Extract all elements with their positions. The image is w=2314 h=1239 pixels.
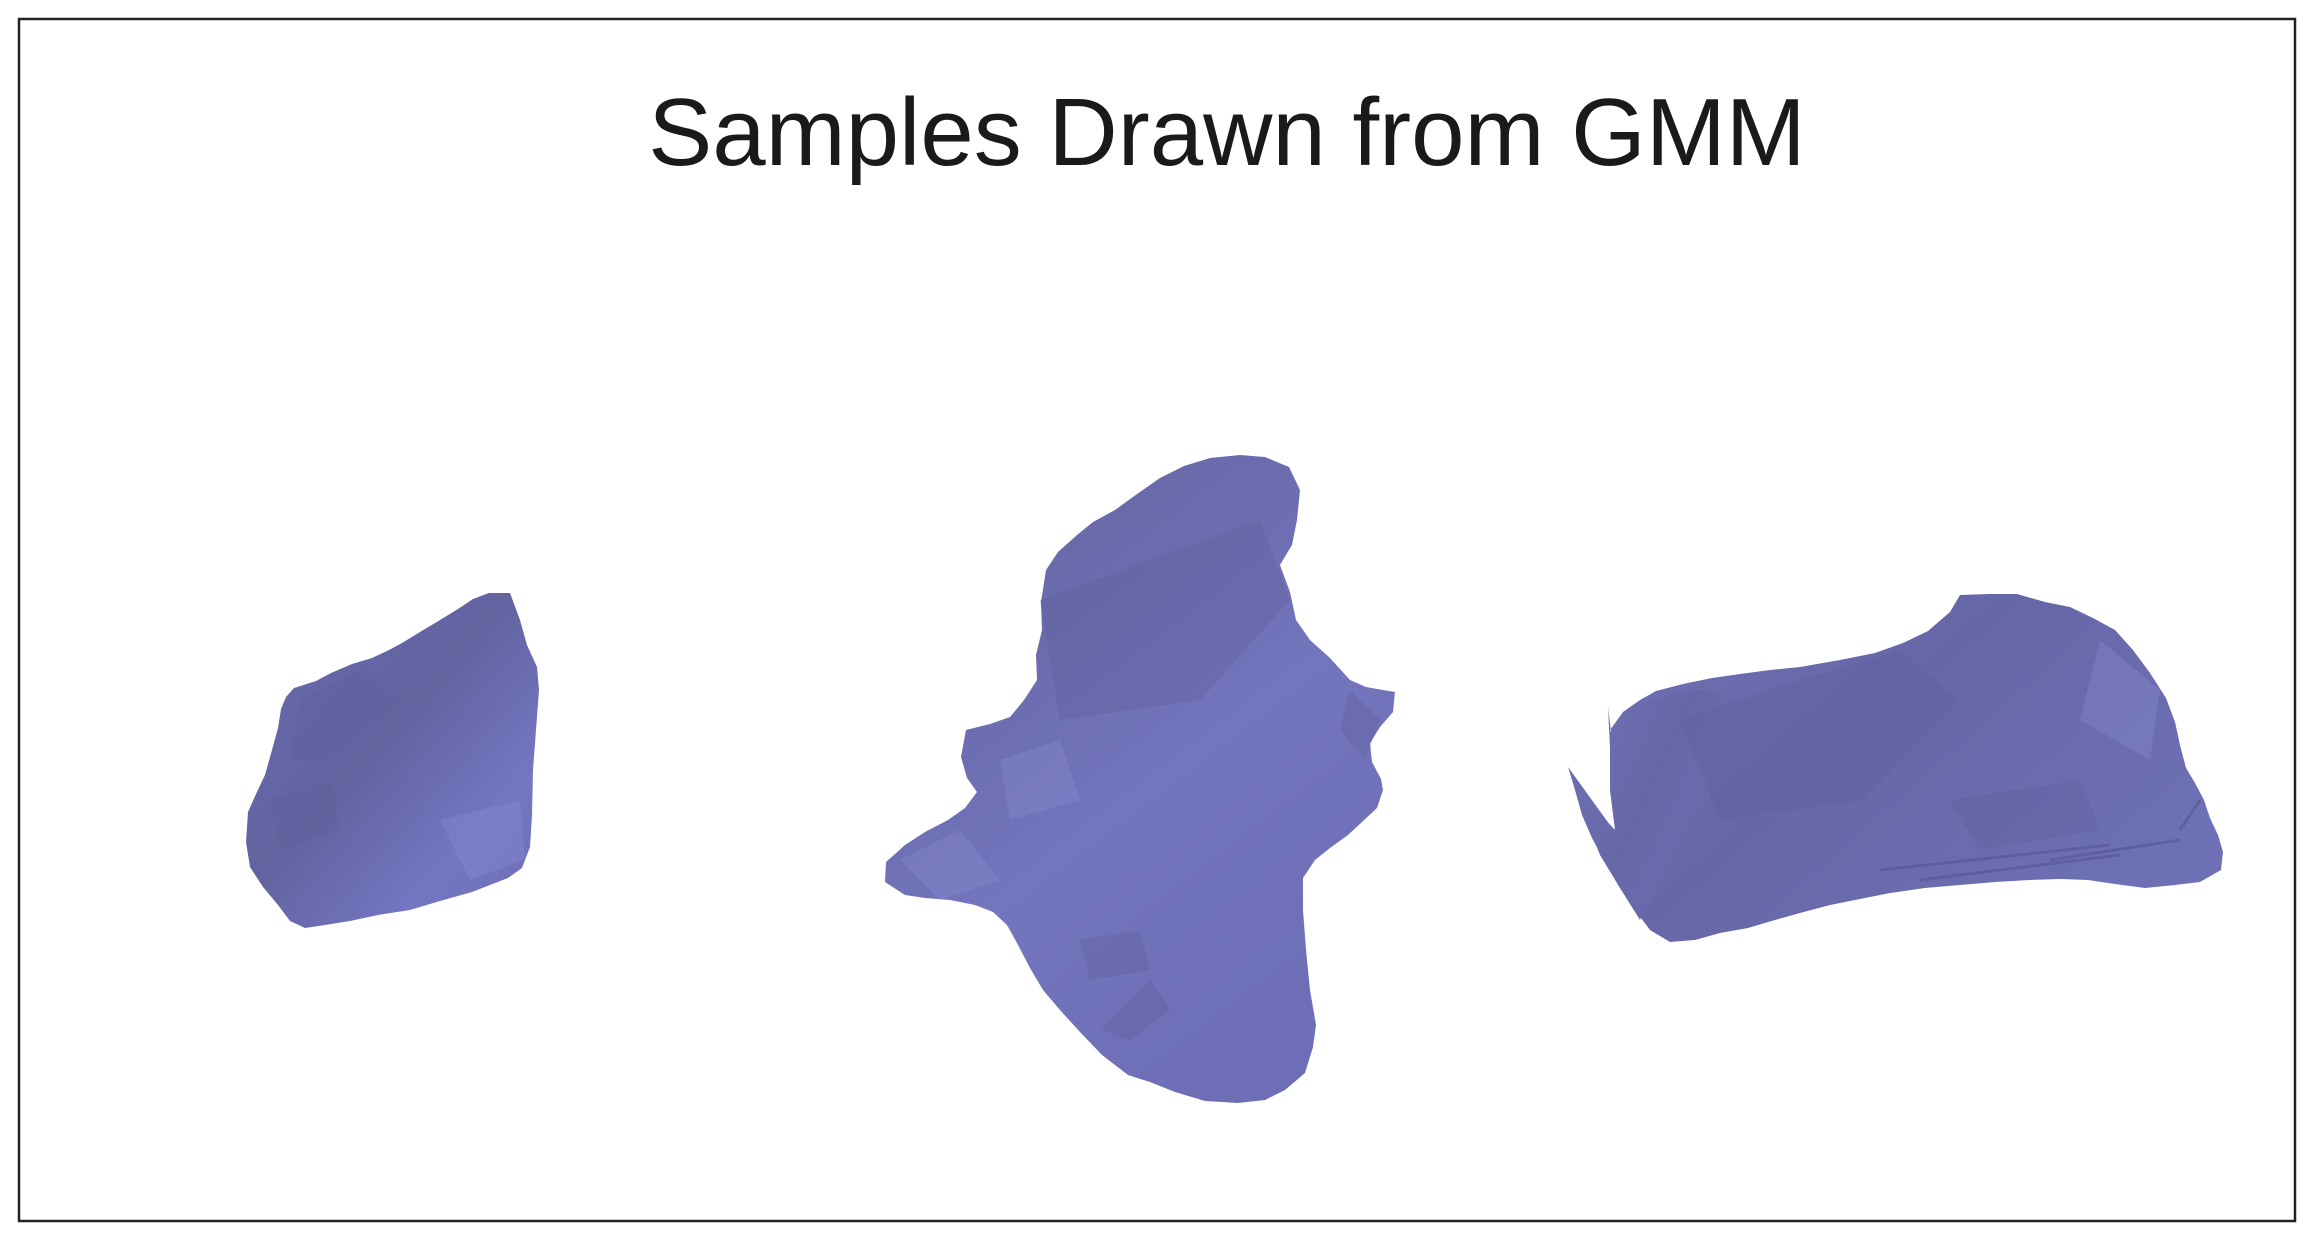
- sample-1-blob: [246, 593, 539, 928]
- sample-3-blob: [1568, 594, 2223, 942]
- sample-2-blob: [885, 455, 1395, 1103]
- figure-title: Samples Drawn from GMM: [648, 79, 1806, 186]
